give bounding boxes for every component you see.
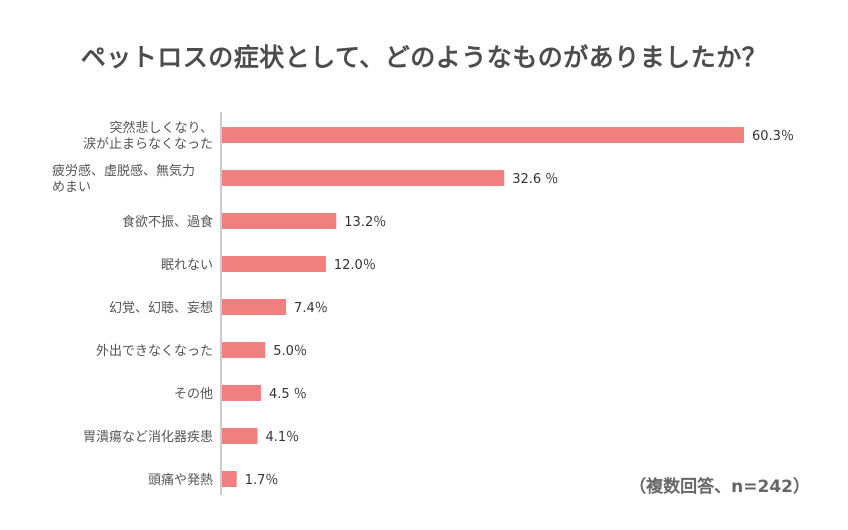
sample-note: （複数回答、n=242）	[629, 477, 810, 497]
value-label-2: 32.6 ％	[512, 172, 558, 187]
value-label-5: 7.4％	[294, 301, 328, 316]
value-label-8: 4.1％	[265, 430, 299, 445]
bar-1	[222, 127, 744, 143]
category-label-8: 胃潰瘍など消化器疾患	[83, 429, 213, 445]
category-label-line: 頭痛や発熱	[148, 472, 213, 488]
category-label-line: その他	[174, 387, 213, 402]
category-label-2: 疲労感、虚脱感、無気力めまい	[52, 163, 195, 195]
category-label-line: めまい	[52, 180, 91, 195]
chart-title: ペットロスの症状として、どのようなものがありましたか？	[80, 43, 768, 72]
category-label-line: 外出できなくなった	[96, 344, 213, 359]
value-label-9: 1.7％	[245, 473, 279, 488]
bar-5	[222, 299, 287, 315]
bar-6	[222, 342, 266, 358]
category-label-4: 眠れない	[161, 258, 213, 273]
category-label-line: 眠れない	[161, 258, 213, 273]
category-label-line: 涙が止まらなくなった	[83, 136, 213, 152]
category-label-6: 外出できなくなった	[96, 344, 213, 359]
value-label-3: 13.2％	[344, 215, 386, 230]
bar-2	[222, 170, 505, 186]
category-label-line: 胃潰瘍など消化器疾患	[83, 429, 213, 445]
bar-4	[222, 256, 326, 272]
category-label-line: 疲労感、虚脱感、無気力	[52, 163, 195, 179]
bar-8	[222, 428, 258, 444]
category-label-7: その他	[174, 387, 213, 402]
bar-7	[222, 385, 261, 401]
bar-3	[222, 213, 337, 229]
category-label-9: 頭痛や発熱	[148, 472, 213, 488]
bar-9	[222, 471, 237, 487]
value-label-7: 4.5 ％	[269, 387, 307, 402]
value-label-6: 5.0％	[273, 344, 307, 359]
category-label-3: 食欲不振、過食	[122, 214, 213, 230]
category-label-line: 食欲不振、過食	[122, 214, 213, 230]
category-label-line: 突然悲しくなり、	[110, 120, 213, 136]
category-label-line: 幻覚、幻聴、妄想	[109, 300, 213, 316]
category-label-1: 突然悲しくなり、涙が止まらなくなった	[83, 120, 213, 152]
category-label-5: 幻覚、幻聴、妄想	[109, 300, 213, 316]
value-label-4: 12.0％	[334, 258, 376, 273]
value-label-1: 60.3％	[752, 129, 794, 144]
